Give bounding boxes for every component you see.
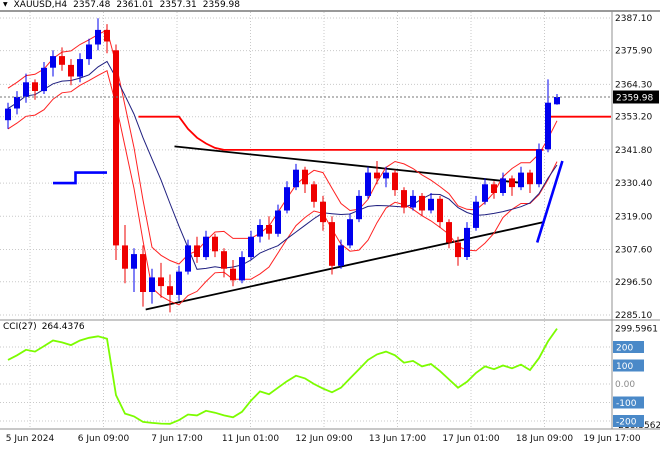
current-price-label: 2359.98 bbox=[616, 94, 653, 104]
main-plot bbox=[0, 18, 612, 313]
cci-level-label: 100 bbox=[616, 362, 633, 372]
cci-level-label: 200 bbox=[616, 344, 633, 354]
svg-text:2307.60: 2307.60 bbox=[615, 246, 652, 256]
cci-level-label: -100 bbox=[616, 399, 637, 409]
time-axis-label: 7 Jun 17:00 bbox=[151, 434, 203, 444]
time-axis-label: 18 Jun 09:00 bbox=[516, 434, 573, 444]
low-value: 2357.31 bbox=[159, 0, 197, 10]
cci-max-label: 299.5961 bbox=[615, 325, 658, 335]
time-axis-label: 17 Jun 01:00 bbox=[442, 434, 499, 444]
indicator-value: 264.4376 bbox=[41, 322, 85, 332]
candles-layer bbox=[5, 18, 560, 313]
time-axis-label: 13 Jun 17:00 bbox=[369, 434, 426, 444]
svg-text:2387.10: 2387.10 bbox=[615, 14, 652, 24]
symbol-period-label: XAUUSD,H4 bbox=[13, 0, 68, 10]
symbol-ohlc-readout: ▼ XAUUSD,H4 2357.48 2361.01 2357.31 2359… bbox=[3, 0, 240, 10]
svg-text:2341.80: 2341.80 bbox=[615, 146, 652, 156]
time-axis[interactable]: 5 Jun 2024 6 Jun 09:00 7 Jun 17:00 11 Jun 0… bbox=[6, 434, 641, 444]
envelope-lower-line bbox=[7, 69, 558, 306]
high-value: 2361.01 bbox=[116, 0, 154, 10]
cci-plot bbox=[7, 328, 558, 425]
indicator-label: CCI(27) 264.4376 bbox=[3, 322, 85, 332]
cci-level-box bbox=[613, 396, 644, 409]
open-value: 2357.48 bbox=[73, 0, 111, 10]
cci-level-box bbox=[613, 415, 644, 427]
upper-trendline[interactable] bbox=[174, 145, 522, 184]
time-axis-label: 19 Jun 17:00 bbox=[583, 434, 640, 444]
ma-line bbox=[7, 60, 558, 270]
cci-level-box bbox=[613, 341, 644, 353]
cci-axis[interactable]: 299.5961-218.35622001000.00-100-200 bbox=[613, 325, 660, 431]
time-axis-label: 5 Jun 2024 bbox=[6, 434, 55, 444]
cci-level-box bbox=[613, 359, 644, 372]
current-price-box bbox=[613, 90, 659, 104]
time-axis-label: 11 Jun 01:00 bbox=[222, 434, 279, 444]
lower-trendline[interactable] bbox=[145, 221, 544, 311]
indicator-name: CCI(27) bbox=[3, 322, 37, 332]
svg-text:2296.50: 2296.50 bbox=[615, 278, 652, 288]
svg-text:2364.30: 2364.30 bbox=[615, 80, 652, 90]
svg-text:2353.20: 2353.20 bbox=[615, 113, 652, 123]
price-axis[interactable]: 2387.10 2375.90 2364.30 2353.20 2341.80 2330.… bbox=[613, 14, 659, 321]
svg-text:2285.10: 2285.10 bbox=[615, 311, 652, 321]
svg-text:2330.40: 2330.40 bbox=[615, 179, 652, 189]
time-axis-label: 6 Jun 09:00 bbox=[78, 434, 130, 444]
support-line-right[interactable] bbox=[535, 160, 564, 243]
cci-zero-label: 0.00 bbox=[615, 380, 635, 390]
cci-line bbox=[7, 328, 558, 425]
svg-text:2375.90: 2375.90 bbox=[615, 47, 652, 57]
support-line-left[interactable] bbox=[53, 171, 107, 185]
svg-text:2319.00: 2319.00 bbox=[615, 212, 652, 222]
time-axis-label: 12 Jun 09:00 bbox=[295, 434, 352, 444]
quick-trade-toggle-icon[interactable]: ▼ bbox=[3, 1, 8, 8]
resistance-step-line[interactable] bbox=[138, 115, 544, 151]
close-value: 2359.98 bbox=[202, 0, 240, 10]
envelope-upper-line bbox=[7, 29, 558, 265]
cci-level-label: -200 bbox=[616, 418, 637, 428]
